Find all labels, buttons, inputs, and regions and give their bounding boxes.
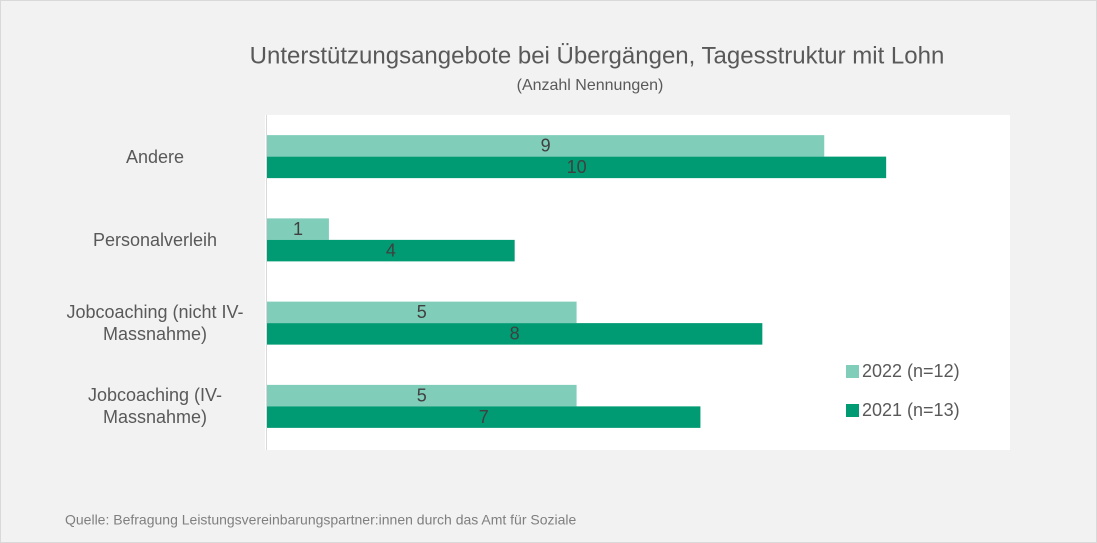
bar [267,323,763,345]
value-label: 4 [386,240,396,260]
value-label: 5 [417,302,427,322]
chart-title: Unterstützungsangebote bei Übergängen, T… [250,42,945,69]
bar [267,239,515,262]
value-label: 9 [541,136,551,156]
chart-subtitle: (Anzahl Nennungen) [517,77,664,94]
source-note: Quelle: Befragung Leistungsvereinbarungs… [65,512,577,528]
category-label: Jobcoaching (nicht IV-Massnahme) [66,302,244,345]
value-label: 8 [510,324,520,344]
value-label: 1 [293,219,303,239]
category-label: Andere [125,146,185,167]
value-label: 5 [417,385,427,405]
bar [267,301,577,324]
bar [267,406,701,428]
bar [267,384,577,407]
value-label: 10 [567,157,587,177]
bar [267,156,887,179]
legend-swatch [846,404,859,417]
value-label: 7 [479,407,489,427]
legend-swatch [846,365,859,378]
bar [267,135,825,157]
legend-label: 2021 (n=13) [862,400,960,420]
category-label: Personalverleih [92,229,218,250]
legend-label: 2022 (n=12) [862,361,960,381]
category-label: Jobcoaching (IV-Massnahme) [87,385,223,428]
bar [267,218,329,240]
